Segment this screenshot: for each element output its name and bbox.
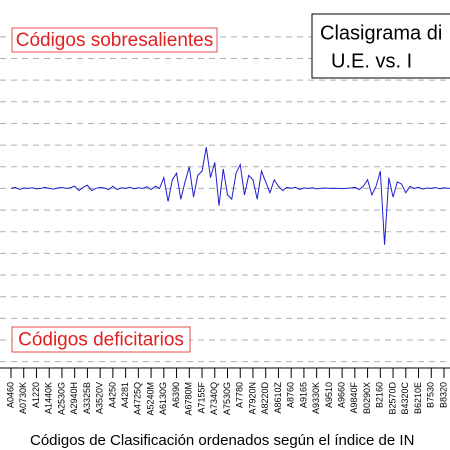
x-tick-label: A7340Q — [209, 382, 219, 415]
x-tick-label: A8760 — [286, 382, 296, 408]
x-tick-label: B6210E — [413, 382, 423, 414]
x-tick-label: A2530G — [56, 382, 66, 415]
x-tick-label: A9660 — [336, 382, 346, 408]
annotation: Códigos sobresalientes — [16, 30, 214, 51]
annotation-box — [11, 326, 191, 353]
x-tick-label: A6780M — [184, 382, 194, 416]
x-tick-label: B7530 — [426, 382, 436, 408]
x-tick-label: B4320C — [400, 382, 410, 415]
x-tick-label: A7780 — [235, 382, 245, 408]
x-tick-label: A0460 — [5, 382, 15, 408]
x-tick-label: A0730K — [18, 382, 28, 414]
annotation: Códigos deficitarios — [18, 330, 184, 351]
x-tick-label: A7530G — [222, 382, 232, 415]
x-tick-label: A4250 — [107, 382, 117, 408]
x-tick-label: B8320 — [438, 382, 448, 408]
x-tick-label: A6130G — [158, 382, 168, 415]
annotation-box — [11, 27, 218, 53]
x-tick-label: A3520V — [95, 382, 105, 414]
x-tick-label: A6390 — [171, 382, 181, 408]
x-tick-label: A9840F — [349, 382, 359, 414]
chart-title: Clasigrama di — [320, 22, 442, 44]
x-tick-label: A8220D — [260, 382, 270, 415]
chart-title: U.E. vs. I — [331, 50, 412, 72]
x-tick-label: A4725Q — [133, 382, 143, 415]
x-tick-label: A4281 — [120, 382, 130, 408]
x-axis-label: Códigos de Clasificación ordenados según… — [30, 432, 414, 449]
x-tick-label: A3325B — [82, 382, 92, 414]
x-tick-label: A1220 — [31, 382, 41, 408]
x-tick-label: B0290X — [362, 382, 372, 414]
x-tick-label: A5240M — [145, 382, 155, 416]
x-tick-label: A9510 — [324, 382, 334, 408]
title-box — [311, 13, 450, 79]
x-tick-label: A1440K — [44, 382, 54, 414]
x-tick-label: A2940H — [69, 382, 79, 415]
x-tick-label: A8610Z — [273, 382, 283, 414]
x-tick-label: A9165 — [298, 382, 308, 408]
x-tick-label: A7920N — [247, 382, 257, 415]
x-tick-label: B2570D — [387, 382, 397, 415]
x-tick-label: A7155F — [196, 382, 206, 414]
x-tick-label: A9330K — [311, 382, 321, 414]
data-line — [10, 147, 450, 245]
x-tick-label: B2160 — [375, 382, 385, 408]
